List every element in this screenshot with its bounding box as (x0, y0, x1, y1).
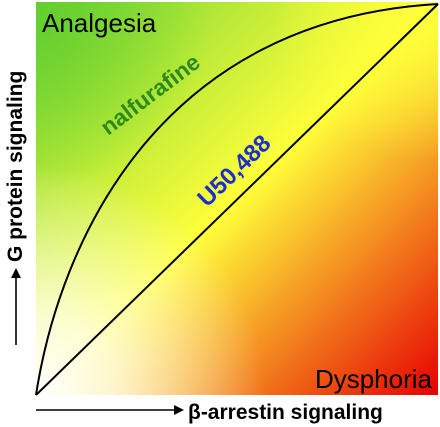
y-axis-label: G protein signaling (4, 71, 27, 262)
nalfurafine-curve (35, 3, 439, 396)
analgesia-label: Analgesia (42, 8, 157, 38)
dysphoria-label: Dysphoria (315, 364, 433, 394)
x-axis-label: β-arrestin signaling (188, 401, 383, 424)
u50488-diagonal-line (35, 3, 439, 396)
